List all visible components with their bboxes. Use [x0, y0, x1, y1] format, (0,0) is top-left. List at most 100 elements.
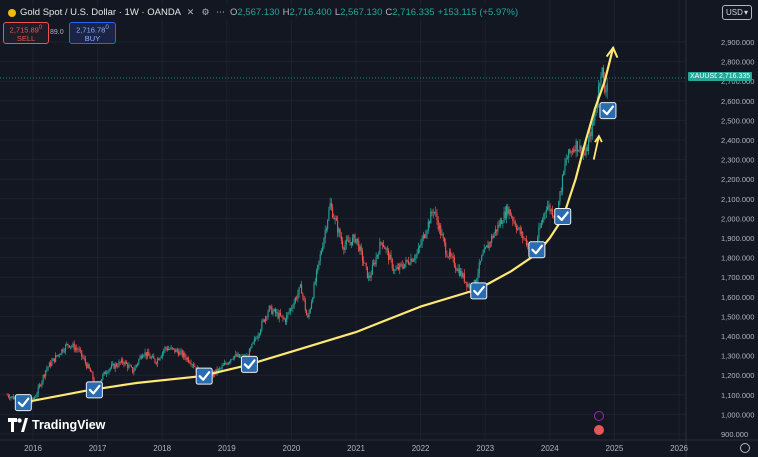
candle-body: [605, 91, 607, 93]
time-axis-label: 2021: [347, 444, 365, 453]
candle-body: [253, 338, 255, 342]
candle-body: [163, 350, 165, 353]
buy-button[interactable]: 2,716.780 BUY: [69, 22, 116, 44]
candle-body: [258, 333, 260, 336]
candle-body: [349, 242, 351, 243]
lightning-icon[interactable]: [594, 411, 604, 421]
chart-settings-icon[interactable]: [740, 443, 750, 453]
price-axis-label: 1,400.000: [721, 332, 754, 341]
candle-body: [514, 221, 516, 227]
candle-body: [441, 234, 443, 236]
candle-body: [271, 306, 273, 315]
candle-body: [409, 263, 411, 265]
candle-body: [81, 350, 83, 357]
candle-body: [525, 239, 527, 246]
candle-body: [406, 259, 408, 262]
candle-body: [228, 361, 231, 363]
sell-button[interactable]: 2,715.890 SELL: [3, 22, 49, 44]
more-icon[interactable]: ⋯: [216, 7, 226, 17]
candle-body: [576, 141, 578, 152]
buy-label: BUY: [84, 34, 101, 44]
candle-body: [360, 246, 362, 251]
checkmark-glyph: [17, 397, 30, 408]
checkmark-glyph: [473, 285, 485, 296]
candle-body: [428, 221, 431, 224]
candle-body: [519, 227, 521, 234]
settings-icon[interactable]: ⚙: [201, 7, 210, 17]
candle-body: [486, 245, 488, 248]
candle-body: [287, 312, 289, 316]
buy-price-sup: 0: [105, 23, 109, 31]
candle-body: [219, 368, 221, 370]
candle-body: [543, 214, 545, 220]
symbol-header: Gold Spot / U.S. Dollar · 1W · OANDA ✕ ⚙…: [4, 5, 523, 20]
candle-body: [479, 260, 482, 263]
currency-dropdown[interactable]: USD ▾: [722, 5, 752, 20]
candle-body: [502, 222, 504, 224]
candle-body: [38, 384, 41, 387]
candle-body: [348, 240, 350, 243]
candle-body: [520, 231, 523, 234]
candle-body: [217, 368, 219, 373]
candle-body: [570, 151, 572, 153]
candle-body: [509, 209, 511, 216]
candle-body: [156, 358, 159, 364]
low-label: L: [334, 7, 341, 18]
candle-body: [108, 369, 110, 373]
candle-body: [450, 251, 452, 256]
candle-body: [376, 254, 378, 257]
candle-body: [189, 362, 191, 364]
chevron-down-icon: ▾: [743, 8, 748, 17]
candle-body: [296, 297, 298, 299]
candle-body: [10, 396, 12, 399]
candle-body: [292, 307, 294, 309]
candle-body: [537, 238, 539, 243]
candle-body: [571, 151, 573, 152]
checkmark-glyph: [243, 359, 256, 370]
candle-body: [145, 352, 147, 357]
symbol-logo-icon: [8, 8, 16, 17]
candle-body: [436, 213, 438, 221]
candle-body: [84, 358, 86, 364]
candle-body: [481, 255, 483, 261]
candle-body: [272, 311, 274, 315]
price-axis-label: 1,000.000: [721, 410, 754, 419]
price-axis-label: 1,800.000: [721, 254, 754, 263]
close-icon[interactable]: ✕: [186, 7, 195, 17]
calendar-event-icon[interactable]: [594, 425, 604, 435]
candle-body: [173, 348, 175, 349]
candle-body: [221, 365, 223, 369]
candle-body: [419, 246, 421, 248]
candle-body: [387, 250, 390, 260]
candle-body: [420, 244, 422, 247]
symbol-title[interactable]: Gold Spot / U.S. Dollar · 1W · OANDA: [20, 7, 182, 18]
candle-body: [333, 217, 335, 220]
trendline: [22, 46, 615, 404]
candle-body: [498, 224, 500, 226]
candle-body: [273, 309, 275, 312]
time-axis-label: 2019: [218, 444, 236, 453]
close-label: C: [385, 7, 393, 18]
checkmark-icon: [14, 394, 32, 412]
price-axis-label: 1,300.000: [721, 352, 754, 361]
candle-body: [294, 297, 296, 303]
candle-body: [57, 354, 59, 357]
price-axis-label: 2,500.000: [721, 116, 754, 125]
candle-body: [343, 247, 345, 251]
tradingview-logo[interactable]: TradingView: [8, 418, 105, 432]
candle-body: [171, 347, 173, 349]
candle-body: [53, 358, 55, 362]
candle-body: [45, 370, 47, 377]
candle-body: [584, 153, 586, 155]
candle-body: [595, 110, 597, 116]
candle-body: [445, 242, 447, 254]
candle-body: [130, 365, 132, 368]
candle-body: [508, 209, 510, 214]
candle-body: [150, 357, 152, 359]
price-axis-label: 2,800.000: [721, 58, 754, 67]
price-axis-label: 2,900.000: [721, 38, 754, 47]
candle-body: [77, 349, 79, 351]
candle-body: [60, 354, 62, 355]
